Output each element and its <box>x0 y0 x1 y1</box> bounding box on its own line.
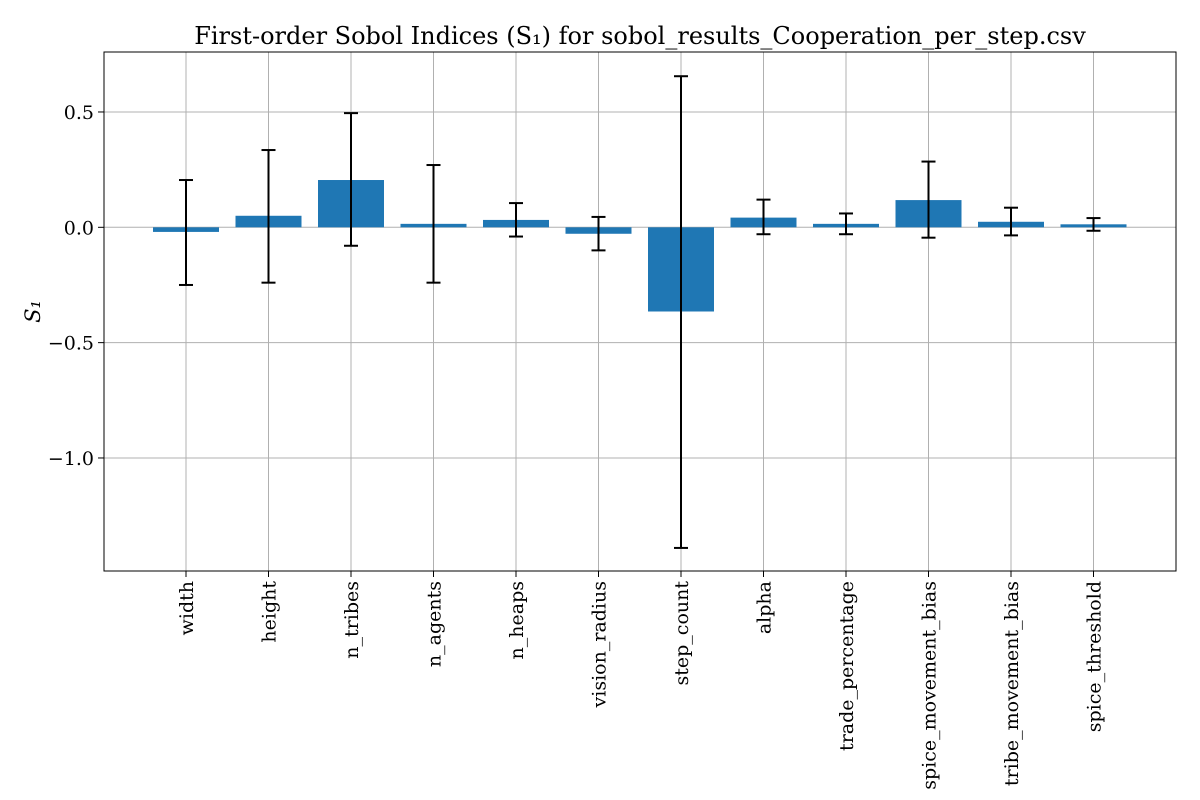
x-tick-label: spice_movement_bias <box>919 581 941 790</box>
y-tick-label: −1.0 <box>48 448 94 470</box>
y-axis-label: S₁ <box>21 300 45 323</box>
x-tick-label: height <box>259 581 281 643</box>
x-tick-label: step_count <box>671 581 693 686</box>
error-bars <box>179 75 1101 549</box>
x-axis-ticks: width height n_tribes n_agents n_heaps vision… <box>176 571 1106 790</box>
plot-frame <box>103 51 1177 572</box>
x-tick-label: alpha <box>754 581 776 634</box>
bars <box>153 180 1127 312</box>
x-tick-label: spice_threshold <box>1084 581 1106 732</box>
x-tick-label: n_agents <box>424 581 446 667</box>
chart-title: First-order Sobol Indices (S₁) for sobol… <box>194 22 1086 50</box>
grid-lines <box>104 52 1176 571</box>
x-tick-label: n_heaps <box>506 581 528 659</box>
y-tick-label: 0.5 <box>64 102 94 124</box>
x-tick-label: tribe_movement_bias <box>1001 581 1023 786</box>
y-axis-ticks: 0.5 0.0 −0.5 −1.0 <box>48 102 104 470</box>
x-tick-label: width <box>176 581 198 635</box>
x-tick-label: n_tribes <box>341 581 363 659</box>
x-tick-label: vision_radius <box>589 581 611 708</box>
y-tick-label: −0.5 <box>48 333 94 355</box>
x-tick-label: trade_percentage <box>836 581 858 751</box>
y-tick-label: 0.0 <box>64 217 94 239</box>
